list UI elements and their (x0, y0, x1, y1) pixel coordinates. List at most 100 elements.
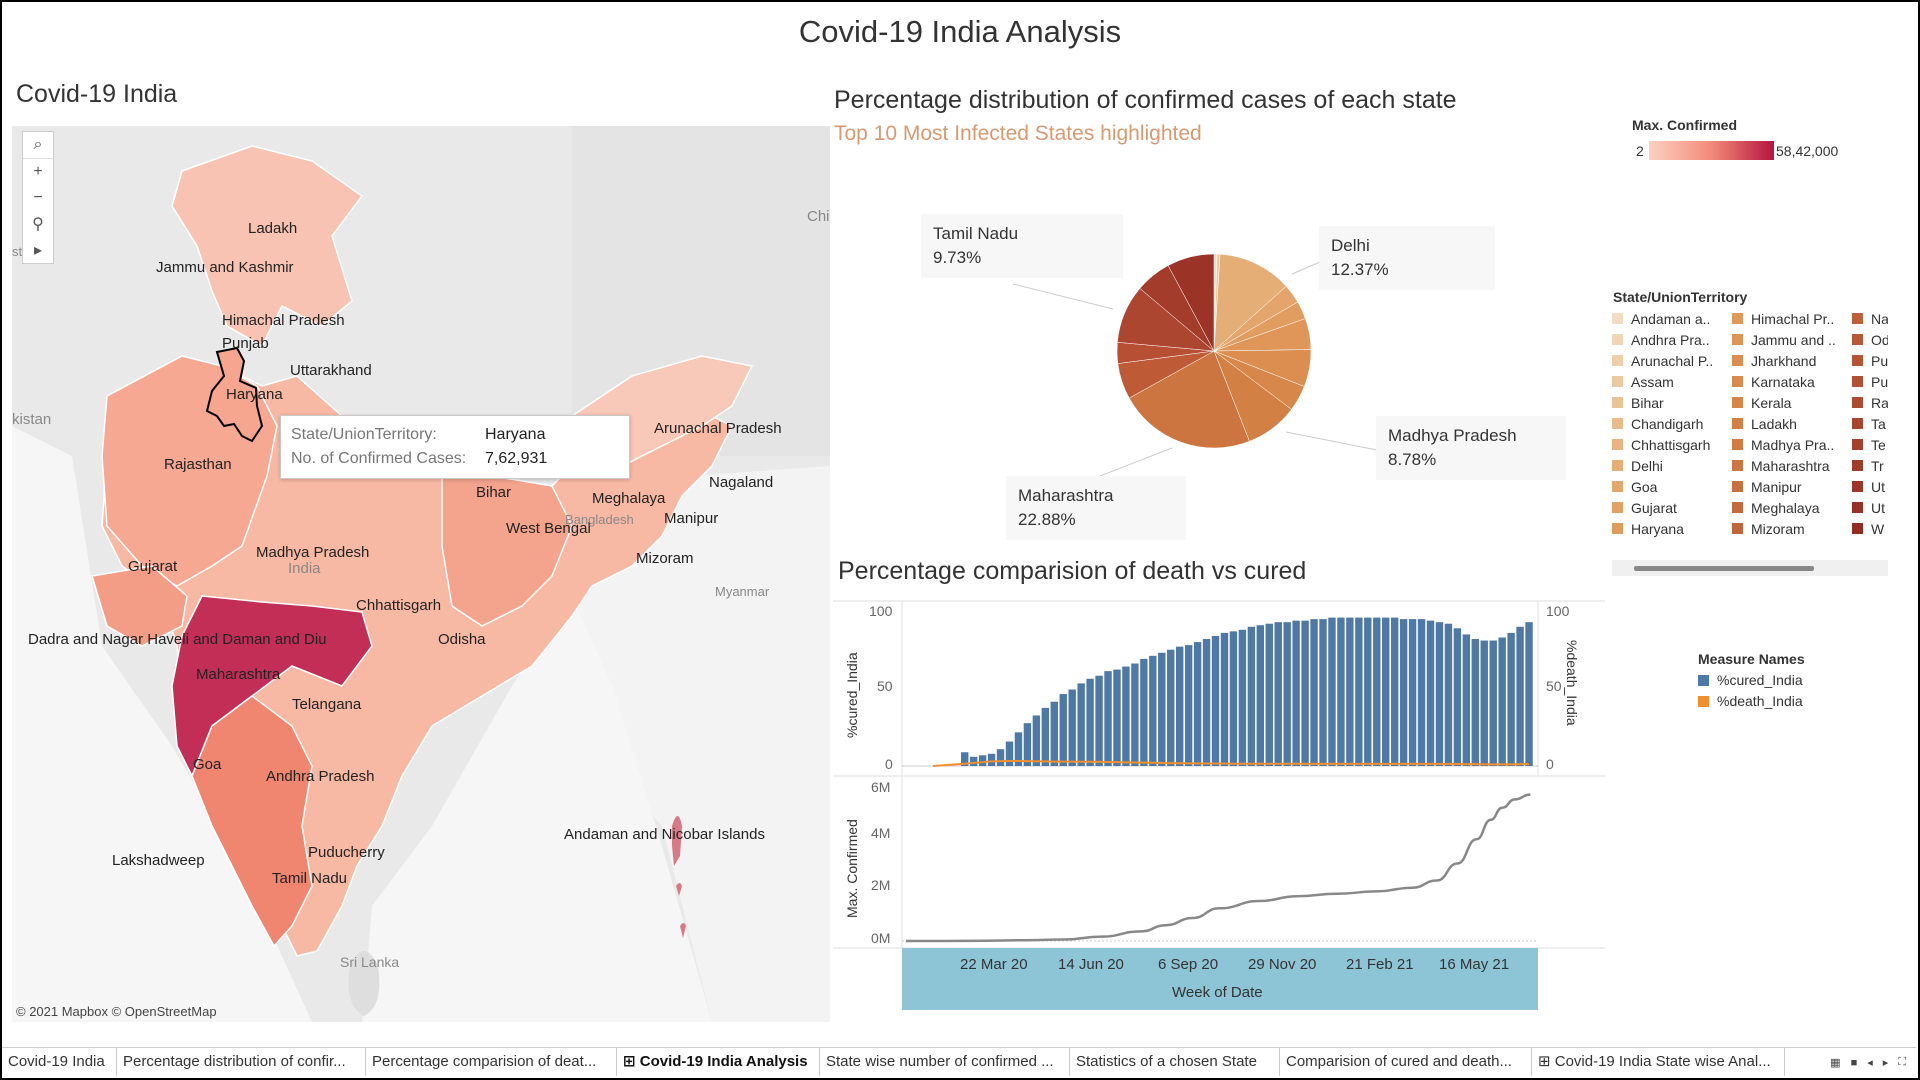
tab-state-wise-confirmed[interactable]: State wise number of confirmed ... (820, 1048, 1070, 1076)
cured-bar (1265, 623, 1273, 766)
tooltip-cases-key: No. of Confirmed Cases: (291, 450, 467, 467)
state-legend-item[interactable]: Ra (1852, 392, 1888, 413)
state-legend-item[interactable]: Manipur (1732, 476, 1836, 497)
gujarat-shape (91, 565, 188, 647)
zoom-in-icon[interactable]: + (33, 163, 43, 180)
search-icon[interactable]: ⌕ (23, 132, 53, 159)
color-legend-gradient (1649, 141, 1774, 160)
grid-large-icon[interactable]: ■ (1850, 1056, 1858, 1069)
state-legend-item[interactable]: Tr (1852, 455, 1888, 476)
grid-small-icon[interactable]: ▦ (1830, 1057, 1841, 1069)
legend-scrollbar[interactable] (1612, 560, 1888, 576)
legend-label: Jharkhand (1751, 352, 1817, 369)
state-legend-item[interactable]: Chhattisgarh (1612, 434, 1713, 455)
state-legend-item[interactable]: Gujarat (1612, 497, 1713, 518)
cured-bar (1202, 639, 1211, 766)
measure-legend-item[interactable]: %death_India (1698, 693, 1803, 709)
map-label: Rajasthan (164, 456, 232, 473)
x-axis-title: Week of Date (1172, 984, 1263, 1001)
map-label: Goa (193, 756, 222, 773)
callout-name: Madhya Pradesh (1388, 426, 1517, 445)
andaman-islands-shape (672, 816, 686, 938)
legend-label: Haryana (1631, 520, 1684, 537)
map-label: Myanmar (715, 584, 770, 599)
legend-label: Ut (1871, 478, 1885, 495)
state-legend-item[interactable]: Jammu and .. (1732, 329, 1836, 350)
tooltip-state-key: State/UnionTerritory: (291, 426, 437, 443)
legend-swatch (1612, 376, 1623, 387)
pin-icon[interactable]: ⚲ (32, 216, 44, 233)
state-legend-item[interactable]: Pu (1852, 371, 1888, 392)
fit-icon[interactable]: ⛶ (1898, 1056, 1906, 1068)
next-icon[interactable]: ▸ (1882, 1057, 1889, 1069)
cured-bar (1122, 666, 1130, 766)
tab-state-wise-analysis[interactable]: ⊞ Covid-19 India State wise Anal... (1532, 1048, 1785, 1076)
tab-covid-india[interactable]: Covid-19 India (2, 1048, 117, 1076)
scrollbar-thumb[interactable] (1634, 566, 1814, 571)
state-legend-item[interactable]: Goa (1612, 476, 1713, 497)
cured-bar (1364, 617, 1372, 766)
cured-bar (1193, 642, 1202, 766)
state-legend-item[interactable]: Ut (1852, 476, 1888, 497)
measure-legend-item[interactable]: %cured_India (1698, 672, 1803, 688)
cured-bar (1435, 622, 1444, 766)
tab-percentage-comparison[interactable]: Percentage comparision of deat... (366, 1048, 617, 1076)
play-icon[interactable]: ▸ (33, 242, 43, 259)
map-label: Bihar (476, 484, 512, 501)
state-legend-item[interactable]: Ut (1852, 497, 1888, 518)
cured-bar (1525, 622, 1533, 766)
state-legend-item[interactable]: Assam (1612, 371, 1713, 392)
cured-bar (1247, 626, 1256, 766)
state-legend-item[interactable]: Arunachal P.. (1612, 350, 1713, 371)
state-legend-item[interactable]: Bihar (1612, 392, 1713, 413)
tab-covid-india-analysis[interactable]: ⊞ Covid-19 India Analysis (617, 1048, 820, 1076)
bottom-tick: 4M (871, 825, 891, 841)
state-legend-item[interactable]: Haryana (1612, 518, 1713, 539)
state-legend-item[interactable]: Madhya Pra.. (1732, 434, 1836, 455)
state-legend-item[interactable]: Meghalaya (1732, 497, 1836, 518)
top-left-tick: 0 (885, 756, 893, 772)
callout-value: 8.78% (1388, 450, 1437, 469)
state-legend-item[interactable]: Od (1852, 329, 1888, 350)
state-legend-item[interactable]: Te (1852, 434, 1888, 455)
zoom-out-icon[interactable]: − (33, 189, 43, 206)
legend-label: Ladakh (1751, 415, 1797, 432)
map-label: West Bengal (506, 520, 591, 537)
cured-bar (1131, 663, 1139, 766)
tab-comparison-cured-death[interactable]: Comparision of cured and death... (1280, 1048, 1532, 1076)
state-legend-item[interactable]: W (1852, 518, 1888, 539)
prev-icon[interactable]: ◂ (1867, 1057, 1873, 1069)
state-legend-item[interactable]: Pu (1852, 350, 1888, 371)
state-legend-item[interactable]: Chandigarh (1612, 413, 1713, 434)
state-legend-item[interactable]: Karnataka (1732, 371, 1836, 392)
state-legend-item[interactable]: Delhi (1612, 455, 1713, 476)
tab-statistics-chosen-state[interactable]: Statistics of a chosen State (1070, 1048, 1280, 1076)
state-legend-item[interactable]: Ladakh (1732, 413, 1836, 434)
state-legend[interactable]: Andaman a.. Andhra Pra.. Arunachal P.. Assa… (1612, 308, 1888, 540)
map-label: Andaman and Nicobar Islands (564, 826, 765, 843)
state-legend-item[interactable]: Himachal Pr.. (1732, 308, 1836, 329)
map-label: Chhattisgarh (356, 597, 442, 614)
legend-label: Delhi (1631, 457, 1663, 474)
map-label: Madhya Pradesh (256, 544, 370, 561)
cured-bar (969, 756, 978, 766)
map-label: Sri Lanka (340, 954, 400, 970)
state-legend-item[interactable]: Maharashtra (1732, 455, 1836, 476)
state-legend-item[interactable]: Ta (1852, 413, 1888, 434)
tab-percentage-distribution[interactable]: Percentage distribution of confir... (117, 1048, 366, 1076)
legend-swatch (1732, 313, 1743, 324)
state-legend-item[interactable]: Andhra Pra.. (1612, 329, 1713, 350)
state-legend-item[interactable]: Jharkhand (1732, 350, 1836, 371)
state-legend-item[interactable]: Mizoram (1732, 518, 1836, 539)
cured-bar (1417, 619, 1426, 766)
map-label: Dadra and Nagar Haveli and Daman and Diu (28, 631, 327, 648)
state-legend-item[interactable]: Kerala (1732, 392, 1836, 413)
india-map[interactable]: ⌕ + − ⚲ ▸ Ladakh Jammu and Kashmir Himac… (12, 126, 830, 1022)
state-legend-item[interactable]: Na (1852, 308, 1888, 329)
legend-label: Kerala (1751, 394, 1792, 411)
state-legend-item[interactable]: Andaman a.. (1612, 308, 1713, 329)
callout-name: Tamil Nadu (933, 224, 1019, 243)
date-tick: 14 Jun 20 (1058, 956, 1124, 973)
